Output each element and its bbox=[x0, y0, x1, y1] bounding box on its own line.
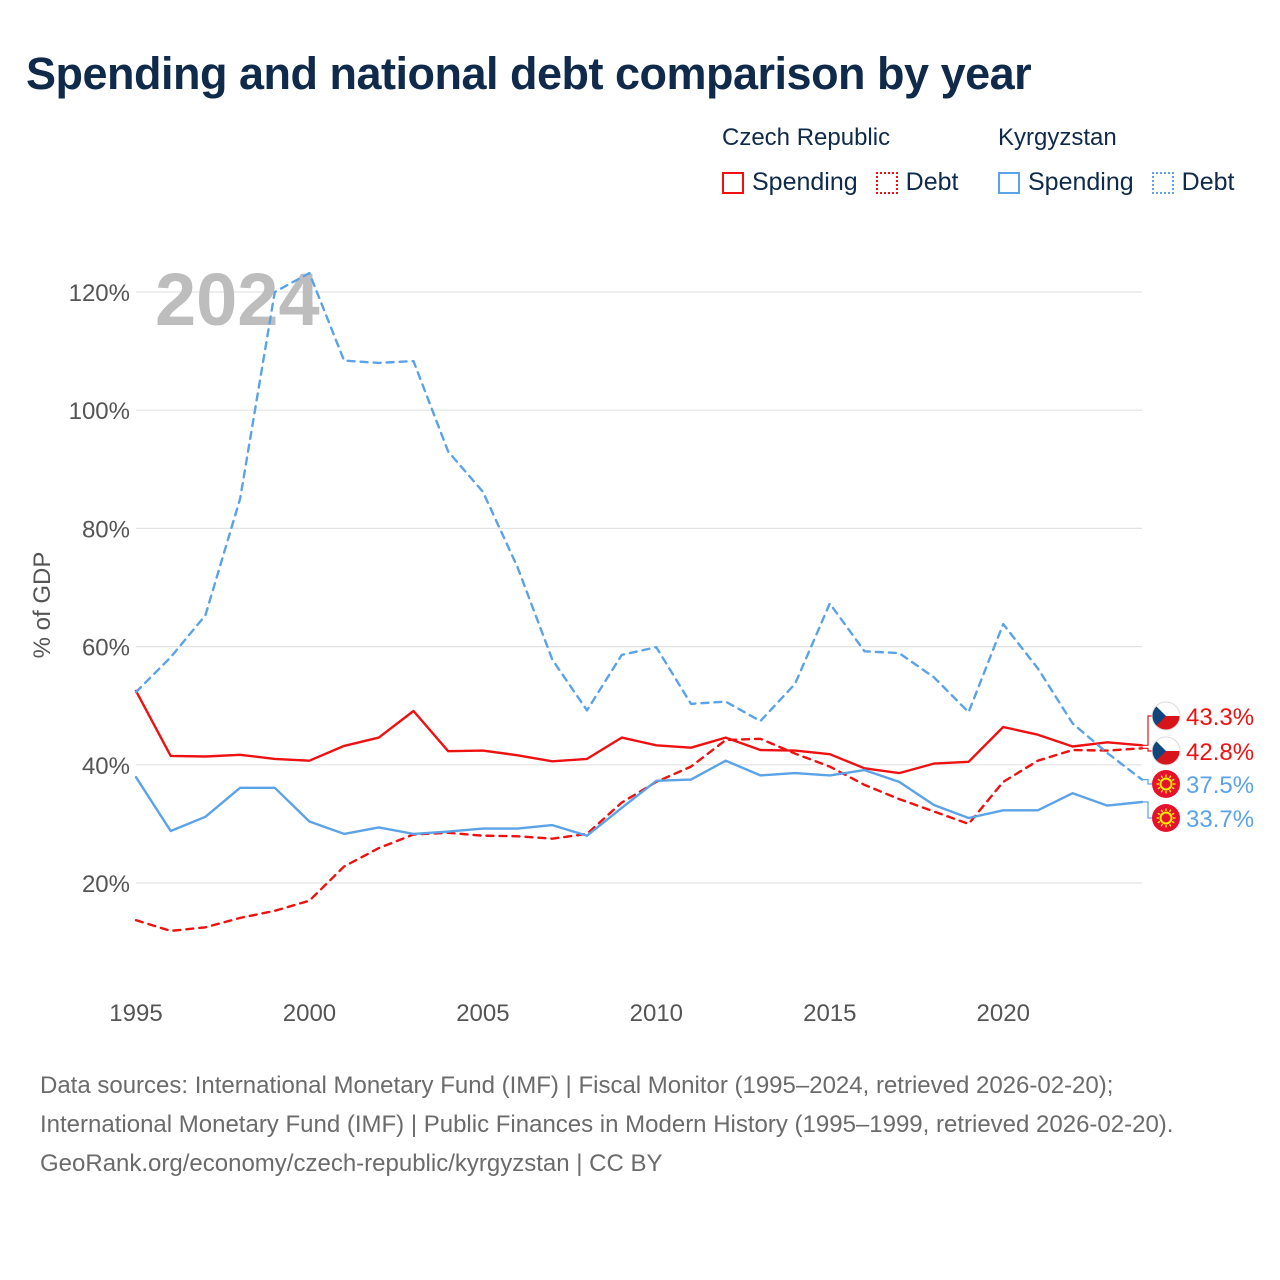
x-tick-label: 2020 bbox=[977, 1000, 1030, 1027]
legend-group-kyrgyzstan: Kyrgyzstan Spending Debt bbox=[998, 124, 1252, 197]
flag-sun-ray bbox=[1157, 778, 1161, 782]
legend-label: Debt bbox=[905, 168, 959, 196]
flag-sun-ray bbox=[1160, 775, 1164, 779]
y-tick-label: 80% bbox=[82, 516, 130, 543]
end-label-connector bbox=[1142, 715, 1152, 746]
flag-sun-ray bbox=[1168, 823, 1172, 827]
legend-country-czech-republic: Czech Republic bbox=[722, 124, 891, 151]
series-line-czech-republic-spending bbox=[134, 689, 1144, 775]
y-axis: 20% 40% 60% 80% 100% 120% bbox=[69, 280, 130, 898]
czech-republic-flag-icon bbox=[1151, 701, 1181, 731]
end-label-value: 33.7% bbox=[1186, 806, 1254, 833]
end-label-connector bbox=[1142, 778, 1152, 785]
flag-sun-ring bbox=[1159, 811, 1173, 825]
series-line-kyrgyzstan-debt bbox=[134, 271, 1144, 781]
legend-country-kyrgyzstan: Kyrgyzstan bbox=[998, 124, 1117, 151]
legend-swatch-dotted-icon bbox=[1151, 171, 1174, 194]
y-tick-label: 60% bbox=[82, 635, 130, 662]
flag-border bbox=[1151, 701, 1181, 731]
legend-item-czech-debt[interactable]: Debt bbox=[875, 168, 959, 197]
czech-republic-flag-icon bbox=[1151, 736, 1181, 766]
legend-label: Debt bbox=[1181, 168, 1235, 196]
flag-border bbox=[1151, 736, 1181, 766]
y-tick-label: 100% bbox=[69, 398, 130, 425]
flag-sun-ray bbox=[1171, 778, 1175, 782]
x-axis: 1995 2000 2005 2010 2015 2020 bbox=[109, 1000, 1030, 1027]
x-tick-label: 2010 bbox=[630, 1000, 683, 1027]
credit-link[interactable]: GeoRank.org/economy/czech-republic/kyrgy… bbox=[40, 1150, 663, 1177]
end-label-connector bbox=[1142, 747, 1152, 752]
end-label-value: 42.8% bbox=[1186, 739, 1254, 766]
flag-sun-ray bbox=[1157, 812, 1161, 816]
end-labels: 43.3% 42.8% 37.5% 33.7% bbox=[1142, 701, 1254, 833]
flag-sun-ray bbox=[1160, 823, 1164, 827]
flag-blue-triangle bbox=[1152, 737, 1166, 765]
series-line-kyrgyzstan-spending bbox=[134, 759, 1144, 837]
flag-sun-ray bbox=[1160, 809, 1164, 813]
year-watermark: 2024 bbox=[155, 258, 320, 341]
chart-title: Spending and national debt comparison by… bbox=[26, 48, 1032, 99]
legend-swatch-solid-icon bbox=[998, 171, 1020, 194]
gridlines bbox=[136, 291, 1142, 884]
y-axis-label: % of GDP bbox=[29, 552, 56, 659]
legend-item-kyrgyzstan-spending[interactable]: Spending bbox=[998, 168, 1134, 197]
x-tick-label: 2005 bbox=[456, 1000, 509, 1027]
flag-sun-ray bbox=[1157, 820, 1161, 824]
x-tick-label: 2015 bbox=[803, 1000, 856, 1027]
footer: Data sources: International Monetary Fun… bbox=[40, 1066, 1250, 1183]
legend-item-kyrgyzstan-debt[interactable]: Debt bbox=[1151, 168, 1235, 197]
x-tick-label: 2000 bbox=[283, 1000, 336, 1027]
flag-red-field bbox=[1152, 770, 1180, 798]
flag-sun-ray bbox=[1171, 786, 1175, 790]
flag-red-field bbox=[1152, 804, 1180, 832]
flag-fill bbox=[1152, 737, 1180, 765]
legend-swatch-dotted-icon bbox=[875, 171, 898, 194]
flag-sun-ray bbox=[1168, 775, 1172, 779]
y-tick-label: 20% bbox=[82, 871, 130, 898]
flag-sun-ray bbox=[1171, 812, 1175, 816]
flag-sun-ray bbox=[1157, 786, 1161, 790]
flag-blue-triangle bbox=[1152, 702, 1166, 730]
legend-item-czech-spending[interactable]: Spending bbox=[722, 168, 858, 197]
legend-swatch-solid-icon bbox=[722, 171, 744, 194]
series-lines bbox=[134, 271, 1144, 933]
end-label-value: 37.5% bbox=[1186, 772, 1254, 799]
flag-sun-ray bbox=[1168, 809, 1172, 813]
flag-sun-ray bbox=[1160, 789, 1164, 793]
flag-sun-ray bbox=[1168, 789, 1172, 793]
x-tick-label: 1995 bbox=[109, 1000, 162, 1027]
end-label-value: 43.3% bbox=[1186, 704, 1254, 731]
kyrgyzstan-flag-icon bbox=[1152, 770, 1180, 798]
legend-label: Spending bbox=[752, 168, 858, 196]
flag-fill bbox=[1152, 702, 1180, 730]
flag-sun-ray bbox=[1171, 820, 1175, 824]
line-chart: 2024 20% 40% 60% 80% 100% 120% 1995 2000 2005 20… bbox=[29, 258, 1254, 1027]
legend-group-czech-republic: Czech Republic Spending Debt bbox=[722, 124, 976, 197]
data-sources: Data sources: International Monetary Fun… bbox=[40, 1072, 1174, 1138]
y-tick-label: 120% bbox=[69, 280, 130, 307]
legend-label: Spending bbox=[1028, 168, 1134, 196]
end-label-connector bbox=[1142, 801, 1152, 819]
series-line-czech-republic-debt bbox=[134, 737, 1144, 933]
flag-sun-ring bbox=[1159, 777, 1173, 791]
y-tick-label: 40% bbox=[82, 753, 130, 780]
kyrgyzstan-flag-icon bbox=[1152, 804, 1180, 832]
